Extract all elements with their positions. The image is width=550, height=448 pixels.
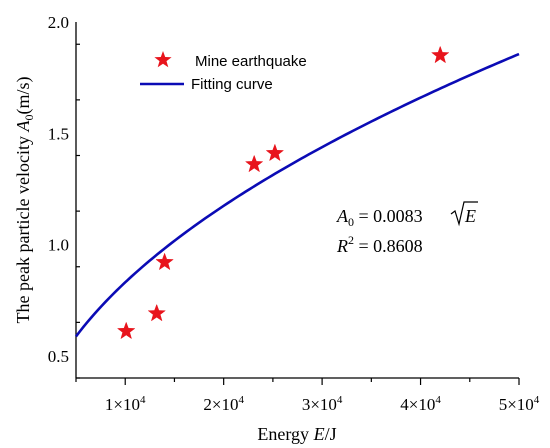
x-axis-title-suffix: /J: [325, 424, 337, 444]
y-tick-label: 1.0: [48, 236, 69, 255]
legend-label-mine-earthquake: Mine earthquake: [195, 53, 307, 70]
data-point-star: [155, 252, 174, 271]
x-tick-label: 2×104: [203, 394, 244, 414]
r-squared-sup: 2: [348, 233, 354, 247]
x-axis-title-prefix: Energy: [257, 424, 313, 444]
data-point-star: [431, 45, 450, 64]
equation-annotation: A0 = 0.0083 E R2 = 0.8608: [336, 201, 478, 256]
equation-text: A0 = 0.0083: [336, 206, 423, 229]
y-axis-title-sub: 0: [22, 115, 36, 121]
equation-rhs: = 0.0083: [354, 206, 423, 226]
y-axis-title: The peak particle velocity A0(m/s): [13, 77, 36, 324]
legend: Mine earthquake Fitting curve: [140, 51, 307, 93]
r-squared-var: R: [336, 236, 348, 256]
y-tick-label: 0.5: [48, 347, 69, 366]
data-point-star: [265, 143, 285, 162]
equation-lhs-sub: 0: [348, 215, 354, 229]
legend-star-marker: [154, 51, 172, 68]
sqrt-radical-sign: [450, 201, 478, 227]
y-axis-title-suffix: (m/s): [13, 77, 34, 115]
fitting-curve-line: [74, 52, 520, 338]
x-axis-title-var: E: [313, 424, 325, 444]
y-axis-title-var: A: [13, 120, 33, 133]
data-point-star: [244, 154, 264, 173]
equation-radicand: E: [464, 206, 476, 226]
r-squared-text: R2 = 0.8608: [336, 233, 423, 256]
x-tick-label: 3×104: [302, 394, 343, 414]
r-squared-value: = 0.8608: [354, 236, 423, 256]
x-tick-label: 5×104: [499, 394, 540, 414]
y-tick-label: 2.0: [48, 13, 69, 32]
x-axis-title: Energy E/J: [257, 424, 336, 444]
y-axis-title-prefix: The peak particle velocity: [13, 132, 33, 324]
data-point-star: [147, 303, 167, 322]
scatter-points: [116, 45, 450, 340]
tick-group: 0.5 1.0 1.5 2.0 1×104 2×104 3×104 4×104 5×104: [48, 13, 540, 414]
data-point-star: [116, 321, 136, 340]
x-tick-label: 4×104: [400, 394, 441, 414]
y-tick-label: 1.5: [48, 124, 69, 143]
x-tick-label: 1×104: [105, 394, 146, 414]
equation-lhs-var: A: [336, 206, 349, 226]
legend-label-fitting-curve: Fitting curve: [191, 76, 273, 93]
